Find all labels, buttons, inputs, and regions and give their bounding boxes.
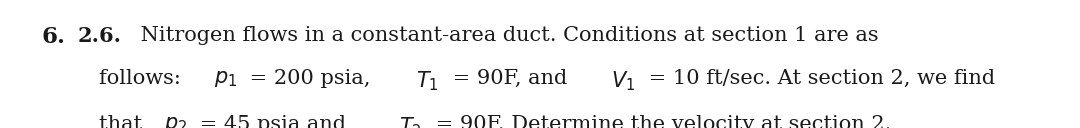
Text: that: that <box>99 115 149 128</box>
Text: 2.6.: 2.6. <box>78 26 121 46</box>
Text: = 10 ft/sec. At section 2, we find: = 10 ft/sec. At section 2, we find <box>642 69 995 88</box>
Text: = 45 psia and: = 45 psia and <box>193 115 353 128</box>
Text: = 200 psia,: = 200 psia, <box>243 69 378 88</box>
Text: follows:: follows: <box>99 69 188 88</box>
Text: = 90F, and: = 90F, and <box>446 69 573 88</box>
Text: Nitrogen flows in a constant-area duct. Conditions at section 1 are as: Nitrogen flows in a constant-area duct. … <box>134 26 879 45</box>
Text: $T_1$: $T_1$ <box>417 69 438 93</box>
Text: 6.: 6. <box>41 26 65 48</box>
Text: = 90F. Determine the velocity at section 2.: = 90F. Determine the velocity at section… <box>429 115 891 128</box>
Text: $p_1$: $p_1$ <box>214 69 237 89</box>
Text: $V_1$: $V_1$ <box>610 69 635 93</box>
Text: $T_2$: $T_2$ <box>400 115 422 128</box>
Text: $p_2$: $p_2$ <box>163 115 187 128</box>
